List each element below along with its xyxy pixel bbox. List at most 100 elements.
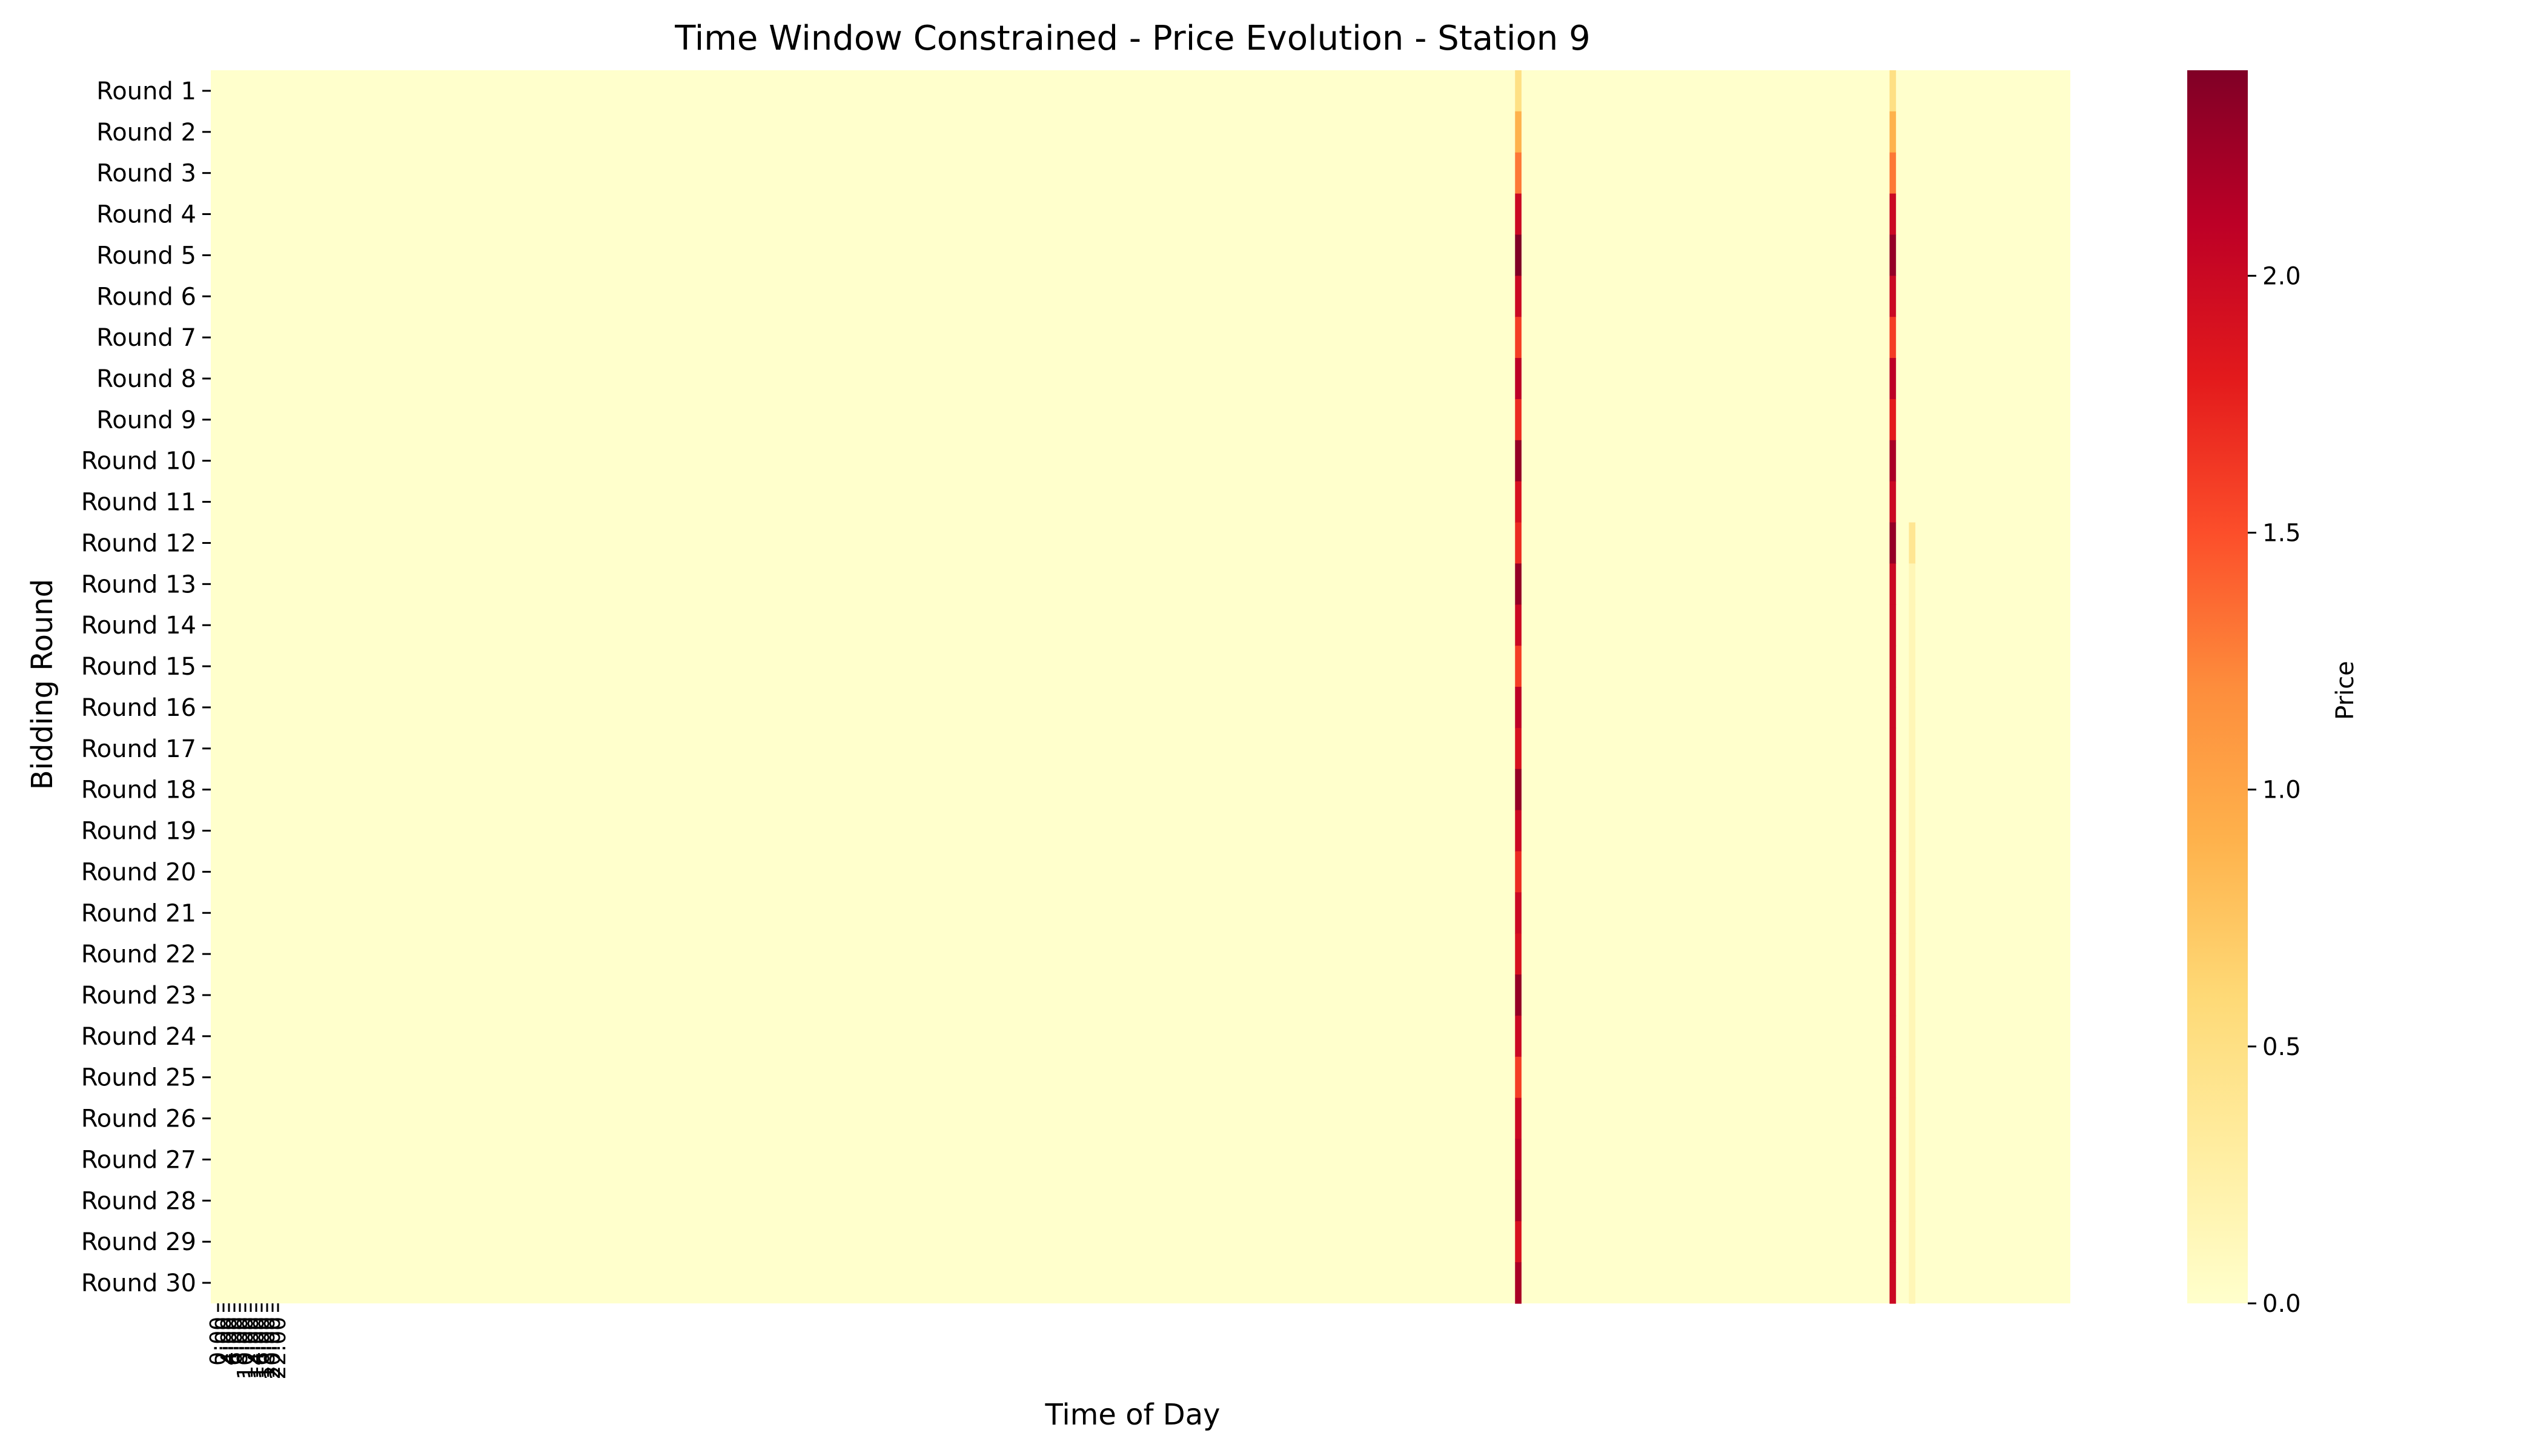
x-tick-label: 14:00 — [244, 1317, 269, 1380]
chart-title: Time Window Constrained - Price Evolutio… — [674, 19, 1590, 58]
y-tick-label: Round 4 — [96, 201, 196, 229]
heatmap-cell — [1515, 1262, 1522, 1304]
heatmap-cell — [1909, 769, 1916, 811]
y-axis: Round 1 Round 2 Round 3 Round 4 Round 5 Round… — [81, 78, 211, 1297]
x-tick-label: 4:00 — [217, 1317, 242, 1366]
colorbar-tick-label: 1.0 — [2262, 776, 2301, 804]
y-tick-label: Round 11 — [81, 489, 196, 517]
y-tick-label: Round 12 — [81, 529, 196, 557]
heatmap-cell — [1515, 234, 1522, 276]
x-axis: 0:002:004:006:008:0010:0012:0014:0016:00… — [206, 1303, 291, 1380]
y-tick-label: Round 21 — [81, 899, 196, 927]
colorbar: 0.0 0.5 1.0 1.5 2.0 — [2187, 70, 2301, 1318]
y-tick-label: Round 23 — [81, 982, 196, 1010]
heatmap-cell — [1909, 1262, 1916, 1304]
heatmap-cell — [1515, 522, 1522, 564]
x-tick-label: 12:00 — [239, 1317, 263, 1380]
heatmap-cell — [1515, 975, 1522, 1016]
heatmap-cell — [1889, 1015, 1896, 1057]
heatmap-cell — [1515, 111, 1522, 153]
heatmap-cell — [1889, 563, 1896, 605]
y-tick-label: Round 14 — [81, 612, 196, 640]
heatmap-cell — [1515, 1015, 1522, 1057]
y-tick-label: Round 13 — [81, 571, 196, 598]
heatmap-cell — [1889, 522, 1896, 564]
heatmap-cell — [1889, 933, 1896, 975]
heatmap-cell — [1515, 1221, 1522, 1263]
heatmap-cell — [1515, 481, 1522, 523]
heatmap-cell — [1515, 1139, 1522, 1180]
y-tick-label: Round 22 — [81, 941, 196, 968]
x-axis-label: Time of Day — [1044, 1398, 1220, 1432]
y-tick-label: Round 16 — [81, 694, 196, 722]
heatmap-cell — [1515, 851, 1522, 893]
heatmap-cell — [1515, 604, 1522, 646]
heatmap-cell — [1889, 851, 1896, 893]
colorbar-label: Price — [2331, 661, 2359, 720]
heatmap-cell — [1889, 892, 1896, 934]
heatmap-cell — [1515, 810, 1522, 852]
y-axis-label: Bidding Round — [25, 579, 59, 790]
heatmap-cell — [1909, 604, 1916, 646]
heatmap-cell — [1889, 276, 1896, 317]
heatmap-cell — [1909, 522, 1916, 564]
x-tick-label: 6:00 — [222, 1317, 247, 1366]
y-tick-label: Round 25 — [81, 1064, 196, 1092]
heatmap-cell — [1515, 276, 1522, 317]
x-tick-label: 18:00 — [255, 1317, 280, 1380]
y-tick-label: Round 27 — [81, 1146, 196, 1174]
y-tick-label: Round 10 — [81, 448, 196, 475]
heatmap-cell — [1889, 769, 1896, 811]
heatmap-cell — [1889, 111, 1896, 153]
y-tick-label: Round 1 — [96, 78, 196, 105]
colorbar-tick-label: 0.5 — [2262, 1033, 2301, 1061]
heatmap-cell — [1889, 1262, 1896, 1304]
x-tick-label: 16:00 — [250, 1317, 274, 1380]
heatmap-cell — [1889, 646, 1896, 687]
heatmap-cell — [1515, 563, 1522, 605]
heatmap-cell — [1889, 399, 1896, 441]
y-tick-label: Round 9 — [96, 406, 196, 434]
heatmap-cells — [211, 70, 2070, 1304]
heatmap-cell — [1515, 399, 1522, 441]
y-tick-label: Round 5 — [96, 242, 196, 270]
heatmap-cell — [1909, 975, 1916, 1016]
heatmap-cell — [1889, 975, 1896, 1016]
y-tick-label: Round 2 — [96, 119, 196, 147]
heatmap-cell — [1889, 481, 1896, 523]
heatmap-cell — [1909, 1097, 1916, 1140]
heatmap-cell — [1515, 892, 1522, 934]
heatmap-cell — [1889, 152, 1896, 194]
heatmap-cell — [1909, 1221, 1916, 1263]
heatmap-cell — [1909, 687, 1916, 729]
heatmap-cell — [1889, 1097, 1896, 1140]
heatmap-cell — [1515, 193, 1522, 236]
y-tick-label: Round 6 — [96, 283, 196, 311]
x-tick-label: 22:00 — [266, 1317, 291, 1380]
heatmap-cell — [1515, 769, 1522, 811]
heatmap-cell — [1515, 1180, 1522, 1222]
heatmap-cell — [1515, 1056, 1522, 1099]
heatmap-cell — [1909, 646, 1916, 687]
heatmap-cell — [1909, 1180, 1916, 1222]
heatmap-cell — [1889, 727, 1896, 770]
heatmap-cell — [1515, 687, 1522, 729]
heatmap-cell — [1909, 1139, 1916, 1180]
heatmap-cell — [1909, 892, 1916, 934]
heatmap-cell — [1909, 851, 1916, 893]
heatmap-cell — [1909, 1015, 1916, 1057]
colorbar-tick-label: 2.0 — [2262, 262, 2301, 290]
y-tick-label: Round 24 — [81, 1023, 196, 1051]
heatmap-cell — [1909, 933, 1916, 975]
heatmap-cell — [1909, 563, 1916, 605]
x-tick-label: 0:00 — [206, 1317, 231, 1366]
heatmap-cell — [1889, 810, 1896, 852]
y-tick-label: Round 18 — [81, 776, 196, 804]
heatmap-cell — [1515, 70, 1522, 112]
y-tick-label: Round 8 — [96, 365, 196, 393]
heatmap-cell — [1515, 152, 1522, 194]
heatmap-cell — [1889, 1221, 1896, 1263]
y-tick-label: Round 20 — [81, 858, 196, 886]
y-tick-label: Round 17 — [81, 735, 196, 763]
